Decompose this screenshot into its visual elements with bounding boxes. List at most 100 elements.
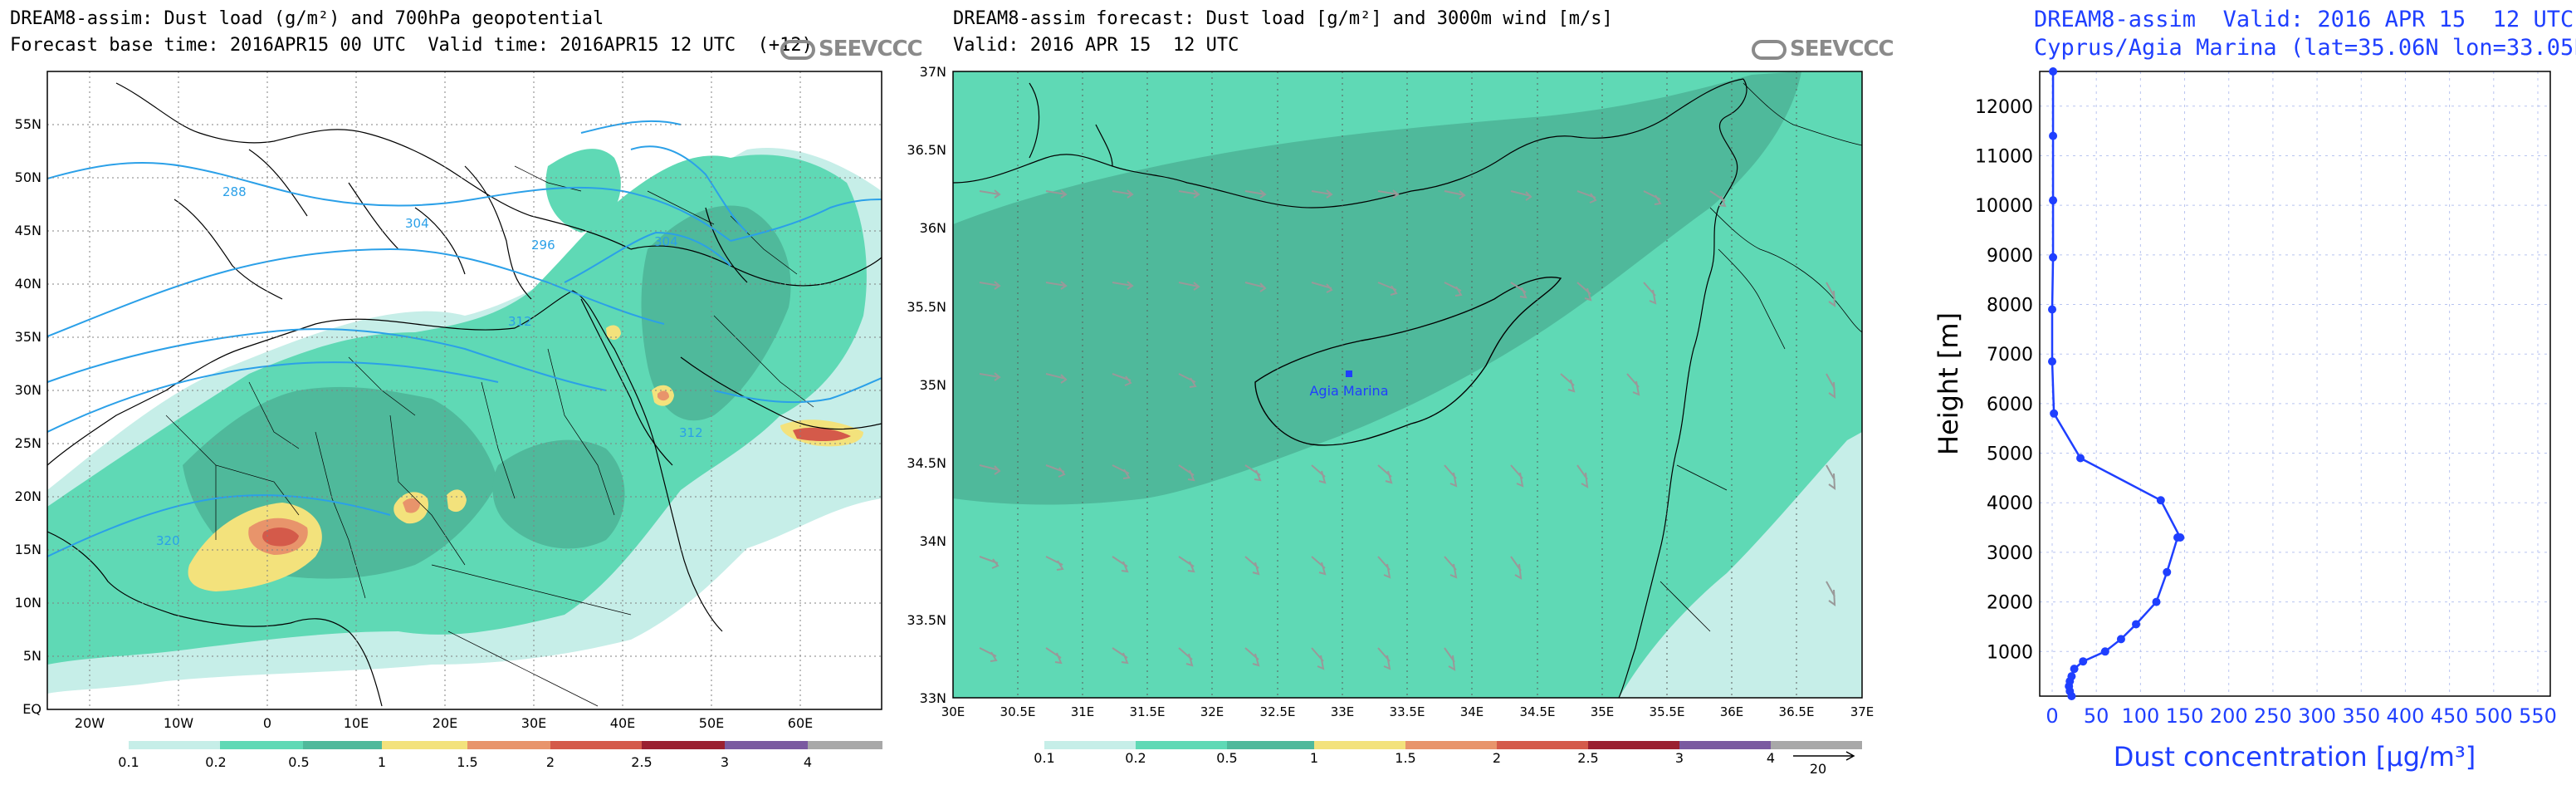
cyprus-coastline (1254, 277, 1562, 446)
map1-lat-labels: 55N 50N 45N 40N 35N 30N 25N 20N 15N 10N … (15, 116, 42, 717)
profile-point (2132, 620, 2141, 629)
dust-medium-area-2 (641, 205, 791, 421)
dust-light-area-3 (545, 149, 621, 233)
coastlines (47, 82, 882, 707)
colorbar-segment (467, 741, 550, 749)
station-marker-icon[interactable] (1346, 370, 1352, 377)
lon-label: 30E (521, 715, 546, 731)
map1-logo: SEEVCCC (780, 37, 923, 61)
profile-title-line2: Cyprus/Agia Marina (lat=35.06N lon=33.05… (2034, 35, 2576, 61)
colorbar-label: 1.5 (1395, 750, 1415, 766)
colorbar-label: 1 (378, 754, 386, 770)
colorbar-segment (1314, 741, 1405, 749)
y-tick-label: 1000 (1987, 642, 2033, 663)
lat-label: 45N (15, 223, 42, 238)
map1-gridlines (47, 71, 882, 709)
y-tick-label: 6000 (1987, 395, 2033, 415)
profile-point (2049, 196, 2058, 205)
colorbar-segment (1588, 741, 1679, 749)
lon-label: 60E (788, 715, 813, 731)
lon-label: 35E (1591, 704, 1615, 719)
colorbar-segment (220, 741, 303, 749)
profile-point (2048, 305, 2056, 314)
colorbar-label: 0.2 (205, 754, 226, 770)
profile-point (2070, 665, 2079, 674)
contour-label: 312 (508, 314, 532, 329)
logo-text: SEEVCCC (819, 37, 923, 61)
lon-label: 10E (344, 715, 369, 731)
colorbar-segment (808, 741, 882, 749)
map2-lon-labels: 30E 30.5E 31E 31.5E 32E 32.5E 33E 33.5E … (941, 704, 1875, 719)
x-tick-label: 550 (2519, 704, 2557, 728)
x-tick-label: 500 (2475, 704, 2513, 728)
mainland-coastline (953, 78, 1747, 698)
lat-label: 37N (920, 64, 946, 80)
colorbar-label: 0.1 (1034, 750, 1054, 766)
lat-label: 5N (23, 648, 42, 664)
lon-label: 32E (1200, 704, 1224, 719)
map1: 288 304 296 304 312 312 320 55N 50N 45N … (15, 71, 882, 770)
contour-label: 296 (531, 238, 555, 253)
lat-label: 33.5N (907, 612, 946, 628)
profile-point (2100, 647, 2109, 656)
colorbar-label: 3 (1675, 750, 1684, 766)
lat-label: 34.5N (907, 455, 946, 471)
y-tick-label: 10000 (1975, 196, 2033, 217)
lat-label: EQ (22, 701, 42, 717)
colorbar-segment (725, 741, 808, 749)
dust-medium-area-3 (492, 439, 625, 549)
wind-arrows (979, 189, 1836, 671)
lat-label: 30N (15, 382, 42, 398)
dust-red-area (262, 527, 299, 547)
logo-text: SEEVCCC (1790, 37, 1894, 61)
contour-label: 312 (679, 425, 703, 440)
lat-label: 40N (15, 276, 42, 292)
lon-label: 35.5E (1650, 704, 1685, 719)
colorbar-label: 0.2 (1125, 750, 1146, 766)
colorbar-label: 2 (1493, 750, 1501, 766)
profile-point (2048, 357, 2056, 366)
lat-label: 35.5N (907, 299, 946, 315)
lat-label: 36.5N (907, 142, 946, 158)
colorbar-segment (1044, 741, 1136, 749)
map2-logo: SEEVCCC (1752, 37, 1894, 61)
colorbar-label: 1 (1310, 750, 1318, 766)
lat-label: 34N (920, 533, 946, 549)
profile-x-tick-labels: 0 50 100 150 200 250 300 350 400 450 500 550 (2046, 704, 2557, 728)
lon-label: 20E (433, 715, 457, 731)
geopotential-contours (47, 120, 882, 557)
colorbar-segment (382, 741, 467, 749)
lon-label: 37E (1850, 704, 1875, 719)
profile-point (2049, 253, 2058, 262)
dust-yellow-area-3 (447, 489, 467, 513)
y-tick-label: 4000 (1987, 493, 2033, 514)
x-tick-label: 0 (2046, 704, 2058, 728)
lon-label: 0 (263, 715, 271, 731)
x-tick-label: 300 (2298, 704, 2336, 728)
profile-point (2176, 533, 2185, 542)
y-tick-label: 8000 (1987, 296, 2033, 316)
station-label: Agia Marina (1309, 383, 1388, 399)
contour-labels: 288 304 296 304 312 312 320 (156, 184, 703, 548)
profile-series (2048, 67, 2185, 700)
mainland-borders (1659, 82, 1862, 632)
lon-label: 32.5E (1260, 704, 1296, 719)
lon-label: 20W (75, 715, 105, 731)
map2-lat-labels: 37N 36.5N 36N 35.5N 35N 34.5N 34N 33.5N … (907, 64, 946, 706)
profile-gridlines (2040, 71, 2550, 696)
y-tick-label: 5000 (1987, 444, 2033, 465)
lon-label: 33.5E (1390, 704, 1425, 719)
wind-reference-label: 20 (1810, 761, 1826, 777)
lat-label: 55N (15, 116, 42, 132)
colorbar-segment (550, 741, 642, 749)
colorbar-segment (1771, 741, 1862, 749)
lon-label: 34.5E (1520, 704, 1556, 719)
profile-line (2051, 71, 2183, 697)
lon-label: 10W (164, 715, 193, 731)
x-tick-label: 50 (2084, 704, 2109, 728)
map2: Agia Marina 37N 36.5N 36N 35.5N 35N 34.5… (907, 64, 1875, 777)
map2-colorbar-labels: 0.1 0.2 0.5 1 1.5 2 2.5 3 4 (1034, 750, 1775, 766)
x-tick-label: 200 (2210, 704, 2248, 728)
cloud-icon (780, 39, 815, 60)
dust-orange-area-3 (657, 390, 669, 401)
